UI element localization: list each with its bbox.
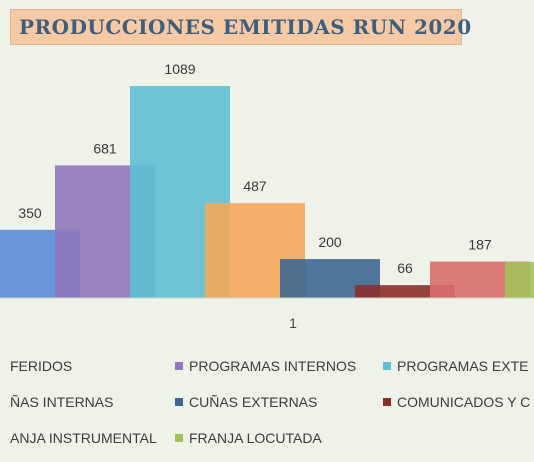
data-label-4: 487 bbox=[243, 178, 267, 194]
chart-title: PRODUCCIONES EMITIDAS RUN 2020 bbox=[19, 15, 472, 39]
data-label-6: 66 bbox=[397, 260, 413, 276]
bars-group: 350 681 1089 487 200 66 187 bbox=[0, 61, 534, 298]
data-label-2: 681 bbox=[93, 140, 117, 156]
data-label-5: 200 bbox=[318, 234, 342, 250]
data-label-3: 1089 bbox=[164, 61, 195, 77]
x-tick-label: 1 bbox=[289, 315, 297, 331]
bar-8 bbox=[505, 262, 534, 298]
data-label-7: 187 bbox=[468, 237, 492, 253]
chart-title-box: PRODUCCIONES EMITIDAS RUN 2020 bbox=[10, 9, 471, 45]
data-label-1: 350 bbox=[18, 205, 42, 221]
